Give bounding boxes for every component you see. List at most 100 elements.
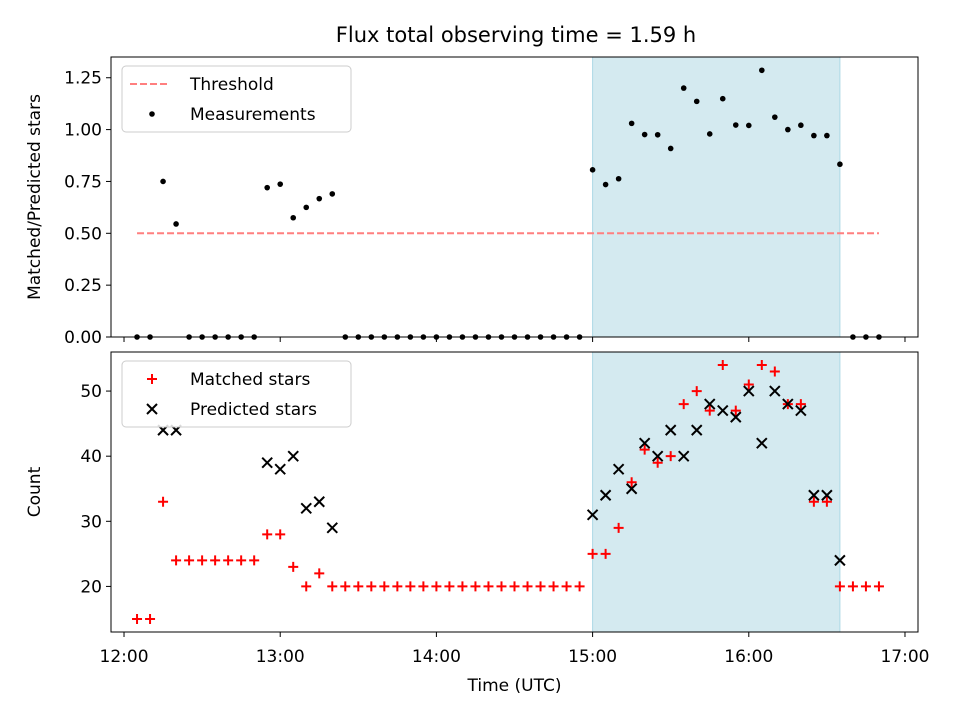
measurement-point [160,178,166,185]
matched-star-point [301,581,312,592]
measurement-point [173,221,179,227]
matched-star-point [704,405,715,416]
measurement-point [785,126,791,133]
measurement-point [745,122,752,129]
matched-star-point [158,496,169,507]
measurement-point [654,131,661,138]
matched-star-point [574,581,585,592]
predicted-star-point [834,554,846,567]
predicted-star-point [730,411,742,423]
legend-label: Matched stars [190,370,310,390]
measurement-point [628,120,635,127]
matched-star-point [873,581,884,592]
y-tick-label: 1.25 [64,69,102,89]
predicted-star-point [756,437,768,449]
legend-label: Measurements [190,105,316,125]
predicted-star-point [261,456,273,469]
matched-star-point [457,581,468,592]
predicted-star-point [300,502,312,514]
measurement-point [837,161,843,168]
measurement-point [641,131,648,138]
matched-star-point [418,581,429,592]
matched-star-point [613,522,624,533]
matched-star-point [431,581,442,592]
matched-star-point [314,568,325,579]
measurement-point [693,98,700,105]
matched-star-point [756,360,767,371]
predicted-star-point [612,463,625,475]
matched-star-point [743,379,754,390]
predicted-star-point [704,398,716,410]
measurement-point [719,95,726,102]
measurement-point [615,175,622,182]
predicted-star-point [313,496,325,508]
measurement-point [290,214,297,221]
x-tick-label: 15:00 [568,647,617,667]
measurement-point [667,145,674,152]
axes-layer: 0.00 0.25 0.50 0.75 1.00 1.25 Matched/Predicte… [25,56,929,696]
measurement-point [277,181,284,187]
measurement-point [589,167,596,173]
predicted-star-point [625,483,638,495]
predicted-star-point [599,489,612,501]
predicted-star-point [678,450,690,462]
legend-predicted-marker [146,403,158,415]
plot-frame [110,56,919,338]
matched-star-point [717,360,728,371]
x-tick-label: 16:00 [724,647,773,667]
legend-measurement-marker [149,111,155,117]
measurement-point [303,204,310,211]
measurement-point [329,191,336,197]
predicted-star-point [769,385,781,397]
plot-frame [110,351,919,633]
y-tick-label: 0.00 [64,328,102,348]
matched-star-point [639,444,650,455]
y-tick-label: 0.25 [64,276,102,296]
predicted-star-point [691,424,703,436]
matched-star-point [366,581,377,592]
matched-star-point [262,529,273,540]
matched-star-point [691,386,702,397]
measurement-point [772,114,778,120]
matched-star-point [795,399,806,410]
matched-star-point [665,451,676,462]
matched-star-point [821,496,832,507]
legend-label: Threshold [189,75,274,95]
measurement-point [798,122,804,129]
matched-star-point [197,555,208,566]
matched-star-point [730,405,741,416]
matched-star-point [327,581,338,592]
matched-star-point [535,581,546,592]
matched-star-point [847,581,858,592]
highlight-span-layer [592,56,841,633]
matched-star-point [171,555,182,566]
matched-star-point [860,581,871,592]
x-tick-label: 12:00 [100,647,149,667]
matched-star-point [392,581,403,592]
matched-star-point [340,581,351,592]
y-axis-label: Count [25,466,45,517]
y-tick-label: 1.00 [64,121,102,141]
predicted-star-point [664,424,677,436]
matched-star-point [769,366,780,377]
legend-box [121,360,352,428]
matched-star-point [444,581,455,592]
matched-star-point [405,581,416,592]
x-tick-label: 13:00 [256,647,305,667]
measurement-point [732,122,739,128]
matched-star-point [288,561,299,572]
y-axis-label: Matched/Predicted stars [25,94,45,300]
matched-star-point [600,548,611,559]
matched-star-point [379,581,390,592]
predicted-star-point [782,398,794,410]
predicted-star-point [638,437,651,449]
predicted-star-point [808,489,820,501]
predicted-star-point [274,463,286,475]
matched-star-point [353,581,364,592]
matched-star-point [548,581,559,592]
matched-star-point [496,581,507,592]
legend-layer: Threshold Measurements Matched stars Predic… [121,65,352,428]
matched-star-point [808,496,819,507]
predicted-star-point [743,385,755,397]
